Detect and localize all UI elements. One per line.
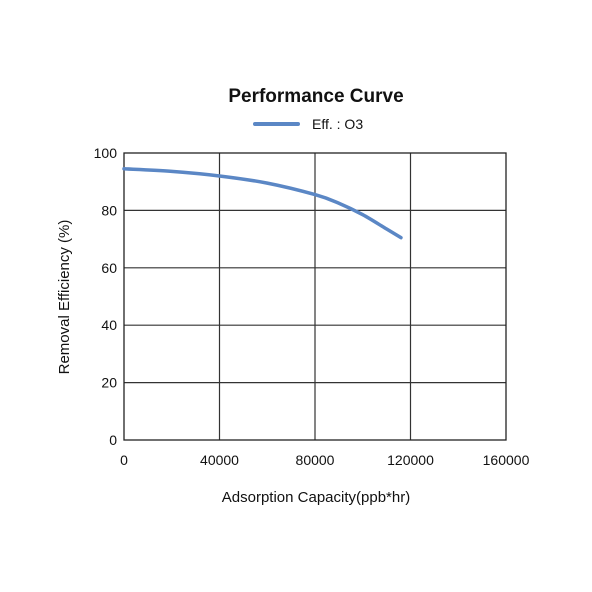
x-tick-label: 120000: [387, 452, 434, 468]
x-tick-label: 160000: [483, 452, 530, 468]
x-tick-labels: 0 40000 80000 120000 160000: [120, 452, 529, 468]
y-tick-label: 100: [94, 145, 118, 161]
plot-frame: [123, 152, 507, 441]
series-layer: [122, 167, 403, 240]
x-tick-label: 80000: [296, 452, 335, 468]
y-tick-labels: 0 20 40 60 80 100: [94, 145, 118, 448]
y-tick-label: 0: [109, 432, 117, 448]
y-tick-label: 40: [101, 317, 117, 333]
legend-label: Eff. : O3: [312, 116, 363, 132]
chart-title: Performance Curve: [228, 86, 403, 107]
x-axis-label: Adsorption Capacity(ppb*hr): [222, 489, 410, 506]
y-tick-label: 20: [101, 375, 117, 391]
series-line-o3: [122, 167, 403, 240]
grid: [123, 152, 507, 441]
y-tick-label: 80: [101, 202, 117, 218]
x-tick-label: 0: [120, 452, 128, 468]
y-tick-label: 60: [101, 260, 117, 276]
legend: Eff. : O3: [253, 116, 363, 132]
y-axis-label: Removal Efficiency (%): [56, 220, 73, 375]
x-tick-label: 40000: [200, 452, 239, 468]
